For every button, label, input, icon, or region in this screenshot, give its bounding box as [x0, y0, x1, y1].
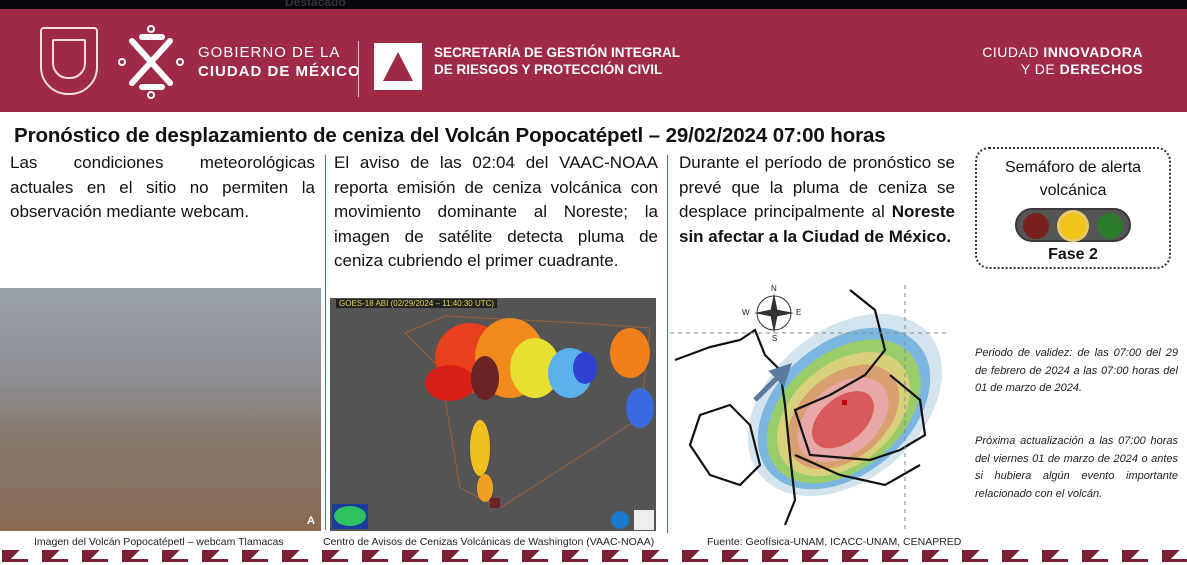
greca-motif [2, 550, 28, 562]
greca-motif [82, 550, 108, 562]
greca-motif [602, 550, 628, 562]
header-banner: GOBIERNO DE LA CIUDAD DE MÉXICO SECRETARÍ… [0, 9, 1187, 112]
greca-motif [202, 550, 228, 562]
greca-motif [962, 550, 988, 562]
alert-semaphore: Semáforo de alerta volcánica Fase 2 [975, 147, 1171, 269]
browser-nav-bar: Destacado [0, 0, 1187, 9]
vaac-text: El aviso de las 02:04 del VAAC-NOAA repo… [334, 153, 658, 270]
green-light [1097, 213, 1123, 239]
nav-item-destacado[interactable]: Destacado [285, 0, 346, 9]
greca-motif [1002, 550, 1028, 562]
greca-motif [562, 550, 588, 562]
greca-motif [322, 550, 348, 562]
alert-phase: Fase 2 [1048, 246, 1098, 263]
ash-plume-map [332, 315, 654, 530]
greca-motif [1082, 550, 1108, 562]
slogan: CIUDAD INNOVADORA Y DE DERECHOS [982, 44, 1143, 77]
greca-motif [762, 550, 788, 562]
svg-text:S: S [772, 334, 777, 343]
webcam-text: Las condiciones meteorológicas actuales … [10, 153, 315, 221]
svg-text:W: W [742, 308, 750, 317]
forecast-text: Durante el período de pronóstico se prev… [679, 153, 955, 246]
greca-motif [1122, 550, 1148, 562]
semaphore-title: Semáforo de alerta volcánica [1004, 159, 1142, 199]
webcam-image: A [0, 288, 321, 531]
greca-motif [162, 550, 188, 562]
decorative-greca-border [0, 550, 1187, 564]
greca-motif [242, 550, 268, 562]
greca-motif [722, 550, 748, 562]
greca-motif [802, 550, 828, 562]
greca-motif [282, 550, 308, 562]
yellow-light-active [1060, 213, 1086, 239]
vaac-caption: Centro de Avisos de Cenizas Volcánicas d… [323, 536, 655, 548]
red-light [1023, 213, 1049, 239]
next-update-note: Próxima actualización a las 07:00 horas … [975, 435, 1178, 500]
greca-motif [1042, 550, 1068, 562]
greca-motif [122, 550, 148, 562]
webcam-caption: Imagen del Volcán Popocatépetl – webcam … [34, 536, 284, 548]
greca-motif [442, 550, 468, 562]
source-caption: Fuente: Geofísica-UNAM, ICACC-UNAM, CENA… [707, 536, 962, 548]
greca-motif [1162, 550, 1187, 562]
validity-note: Periodo de validez: de las 07:00 del 29 … [975, 347, 1178, 394]
svg-text:N: N [771, 285, 777, 293]
webcam-corner-mark: A [307, 515, 315, 527]
greca-motif [482, 550, 508, 562]
divider [667, 155, 668, 533]
svg-text:E: E [796, 308, 801, 317]
divider [325, 155, 326, 530]
greca-motif [42, 550, 68, 562]
greca-motif [842, 550, 868, 562]
greca-motif [642, 550, 668, 562]
government-name: GOBIERNO DE LA CIUDAD DE MÉXICO [198, 44, 361, 80]
traffic-light-icon [1015, 208, 1131, 242]
divider [358, 41, 359, 97]
compass-rose-icon: N S E W [742, 285, 801, 343]
cdmx-shield-logo [40, 27, 98, 95]
greca-motif [402, 550, 428, 562]
agency-name: SECRETARÍA DE GESTIÓN INTEGRAL DE RIESGOS… [434, 45, 681, 77]
greca-motif [522, 550, 548, 562]
greca-motif [922, 550, 948, 562]
greca-motif [362, 550, 388, 562]
sgirpc-logo [374, 43, 422, 90]
cdmx-knot-logo [118, 25, 184, 99]
greca-motif [682, 550, 708, 562]
satellite-timestamp: GOES-18 ABI (02/29/2024 – 11:40:30 UTC) [336, 299, 498, 308]
greca-motif [882, 550, 908, 562]
satellite-image: GOES-18 ABI (02/29/2024 – 11:40:30 UTC) [330, 298, 656, 531]
forecast-ash-map: N S E W [670, 285, 950, 532]
page-title: Pronóstico de desplazamiento de ceniza d… [14, 124, 886, 147]
